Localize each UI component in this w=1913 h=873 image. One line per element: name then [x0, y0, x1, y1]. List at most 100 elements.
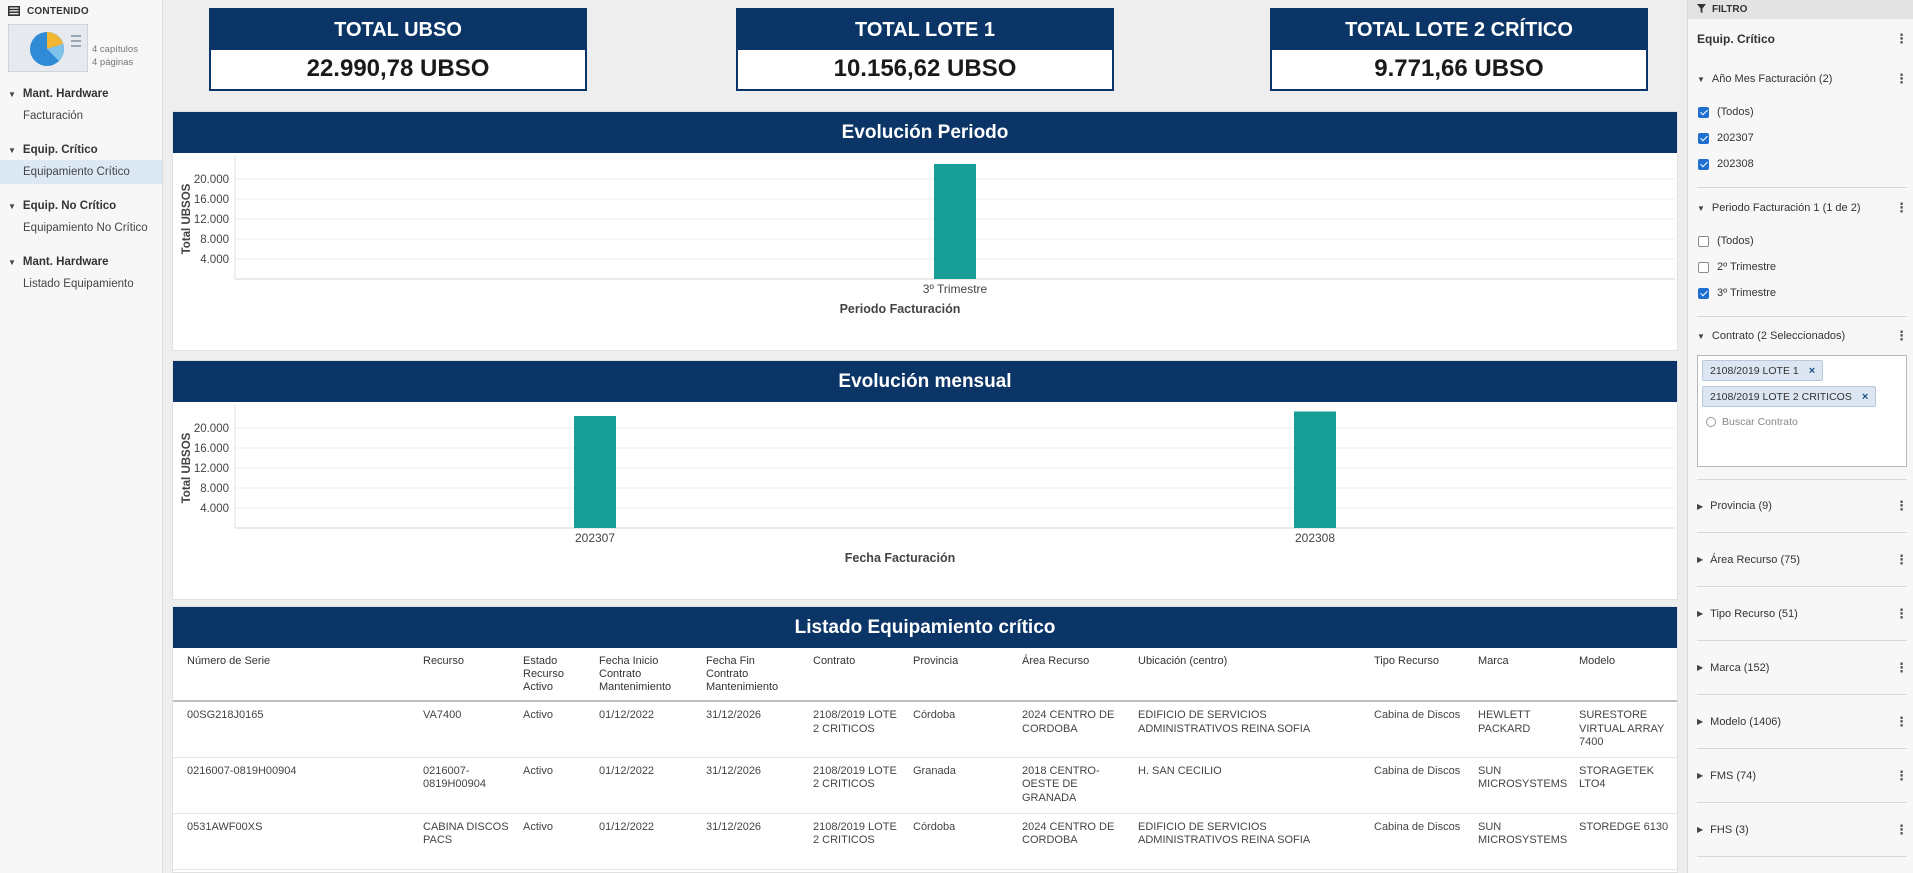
column-header[interactable]: Modelo: [1565, 648, 1677, 702]
caret-down-icon: ▼: [8, 89, 16, 99]
column-header[interactable]: Estado Recurso Activo: [509, 648, 585, 702]
contents-header[interactable]: CONTENIDO: [0, 0, 162, 22]
filter-option[interactable]: 202308: [1697, 151, 1907, 177]
search-icon: [1706, 417, 1716, 427]
column-header[interactable]: Recurso: [409, 648, 509, 702]
table-cell: VA7400: [409, 701, 509, 758]
selected-chip[interactable]: 2108/2019 LOTE 1 ×: [1702, 360, 1824, 381]
equipment-table: Número de Serie Recurso Estado Recurso Act…: [173, 648, 1677, 870]
nav-item-facturacion[interactable]: Facturación: [23, 110, 84, 122]
filter-group-header[interactable]: ▼ Contrato (2 Seleccionados) ⋮: [1697, 317, 1908, 355]
more-options-icon[interactable]: ⋮: [1895, 821, 1908, 837]
table-row[interactable]: 0531AWF00XS CABINA DISCOS PACS Activo 01/12…: [173, 813, 1677, 870]
table-cell: STORAGETEK LTO4: [1565, 757, 1677, 814]
more-options-icon[interactable]: ⋮: [1895, 328, 1908, 343]
more-options-icon[interactable]: ⋮: [1895, 659, 1908, 675]
checkbox[interactable]: [1698, 132, 1709, 144]
more-options-icon[interactable]: ⋮: [1895, 551, 1908, 567]
table-cell: Córdoba: [899, 813, 1008, 870]
caret-down-icon: ▼: [1697, 74, 1705, 84]
table-header-row: Número de Serie Recurso Estado Recurso Act…: [173, 648, 1677, 702]
more-options-icon[interactable]: ⋮: [1895, 767, 1908, 783]
report-thumbnail[interactable]: [8, 24, 88, 72]
y-axis-title: Total UBSOS: [181, 183, 193, 254]
more-options-icon[interactable]: ⋮: [1895, 200, 1908, 215]
checkbox[interactable]: [1698, 235, 1709, 247]
column-header[interactable]: Tipo Recurso: [1360, 648, 1464, 702]
section-title[interactable]: ▼ Mant. Hardware: [0, 254, 162, 270]
table-cell: STOREDGE 6130: [1565, 813, 1677, 870]
table-cell: EDIFICIO DE SERVICIOS ADMINISTRATIVOS RE…: [1124, 813, 1360, 870]
filter-group-header[interactable]: ▼ Periodo Facturación 1 (1 de 2) ⋮: [1697, 188, 1908, 228]
chart-title: Evolución Periodo: [173, 112, 1677, 153]
filter-group-header[interactable]: ▶ Modelo (1406) ⋮: [1697, 695, 1908, 748]
filter-header[interactable]: FILTRO: [1688, 0, 1913, 19]
checkbox[interactable]: [1698, 106, 1709, 118]
caret-down-icon: ▼: [1697, 331, 1705, 341]
filter-option[interactable]: (Todos): [1697, 228, 1907, 254]
remove-icon[interactable]: ×: [1808, 364, 1816, 377]
filter-option[interactable]: 2º Trimestre: [1697, 254, 1907, 280]
more-options-icon[interactable]: ⋮: [1895, 71, 1908, 86]
column-header[interactable]: Ubicación (centro): [1124, 648, 1360, 702]
section-title[interactable]: ▼ Equip. No Crítico: [0, 198, 162, 214]
filter-group-header[interactable]: ▼ Año Mes Facturación (2) ⋮: [1697, 59, 1908, 99]
remove-icon[interactable]: ×: [1861, 390, 1869, 403]
column-header[interactable]: Número de Serie: [173, 648, 409, 702]
filter-option[interactable]: 3º Trimestre: [1697, 280, 1907, 306]
table-cell: Granada: [899, 757, 1008, 814]
table-row[interactable]: 0216007-0819H00904 0216007-0819H00904 Acti…: [173, 757, 1677, 814]
column-header[interactable]: Fecha Inicio Contrato Mantenimiento: [585, 648, 692, 702]
nav-item-equipamiento-critico[interactable]: Equipamiento Crítico: [0, 160, 162, 184]
filter-option[interactable]: (Todos): [1697, 99, 1907, 125]
selected-chip[interactable]: 2108/2019 LOTE 2 CRITICOS ×: [1702, 386, 1877, 407]
table-row[interactable]: 00SG218J0165 VA7400 Activo 01/12/2022 31/12/…: [173, 701, 1677, 758]
bar[interactable]: [1294, 411, 1336, 529]
filter-group-collapsed: ▶ Marca (152) ⋮: [1697, 641, 1908, 695]
column-header[interactable]: Contrato: [799, 648, 899, 702]
column-header[interactable]: Provincia: [899, 648, 1008, 702]
table-cell: H. SAN CECILIO: [1124, 757, 1360, 814]
search-placeholder: Buscar Contrato: [1722, 416, 1798, 428]
filter-group-header[interactable]: ▶ FHS (3) ⋮: [1697, 803, 1908, 856]
section-title[interactable]: ▼ Mant. Hardware: [0, 86, 162, 102]
x-axis-title: Fecha Facturación: [845, 551, 955, 565]
filter-group-label: Tipo Recurso (51): [1710, 607, 1798, 620]
chip-label: 2108/2019 LOTE 1: [1710, 364, 1799, 377]
more-options-icon[interactable]: ⋮: [1895, 31, 1908, 46]
section-title[interactable]: ▼ Equip. Crítico: [0, 142, 162, 158]
filter-group-header[interactable]: ▶ FMS (74) ⋮: [1697, 749, 1908, 802]
nav-item-equipamiento-no-critico[interactable]: Equipamiento No Crítico: [23, 222, 148, 234]
more-options-icon[interactable]: ⋮: [1895, 498, 1908, 513]
filter-panel: FILTRO Equip. Crítico ⋮ ▼ Año Mes Factura…: [1687, 0, 1913, 873]
pie-thumbnail-icon: [9, 25, 87, 71]
filter-group-header[interactable]: ▶ Marca (152) ⋮: [1697, 641, 1908, 694]
filter-group-header[interactable]: ▶ Área Recurso (75) ⋮: [1697, 533, 1908, 586]
table-cell: 01/12/2022: [585, 701, 692, 758]
checkbox[interactable]: [1698, 287, 1709, 299]
contrato-selector[interactable]: 2108/2019 LOTE 1 × 2108/2019 LOTE 2 CRITI…: [1697, 355, 1907, 467]
more-options-icon[interactable]: ⋮: [1895, 713, 1908, 729]
filter-option[interactable]: 202307: [1697, 125, 1907, 151]
checkbox[interactable]: [1698, 261, 1709, 273]
caret-down-icon: ▼: [1697, 203, 1705, 213]
filter-group-collapsed: ▶ Provincia (9) ⋮: [1697, 480, 1908, 533]
contrato-search[interactable]: Buscar Contrato: [1702, 412, 1902, 432]
column-header[interactable]: Fecha Fin Contrato Mantenimiento: [692, 648, 799, 702]
filter-group-header[interactable]: ▶ Tipo Recurso (51) ⋮: [1697, 587, 1908, 640]
column-header[interactable]: Marca: [1464, 648, 1565, 702]
filter-title: FILTRO: [1712, 4, 1748, 15]
bar[interactable]: [934, 164, 976, 279]
nav-item-listado-equipamiento[interactable]: Listado Equipamiento: [23, 278, 134, 290]
filter-group-anio-mes: ▼ Año Mes Facturación (2) ⋮ (Todos) 20230…: [1697, 59, 1908, 188]
filter-group-collapsed: ▶ Modelo (1406) ⋮: [1697, 695, 1908, 749]
caret-right-icon: ▶: [1697, 771, 1704, 780]
column-header[interactable]: Área Recurso: [1008, 648, 1124, 702]
more-options-icon[interactable]: ⋮: [1895, 605, 1908, 621]
table-cell: 00SG218J0165: [173, 701, 409, 758]
y-tick-label: 12.000: [194, 463, 229, 475]
kpi-total-ubso: TOTAL UBSO 22.990,78 UBSO: [209, 8, 587, 91]
filter-group-header[interactable]: ▶ Provincia (9) ⋮: [1697, 480, 1908, 532]
bar[interactable]: [574, 416, 616, 528]
checkbox[interactable]: [1698, 158, 1709, 170]
